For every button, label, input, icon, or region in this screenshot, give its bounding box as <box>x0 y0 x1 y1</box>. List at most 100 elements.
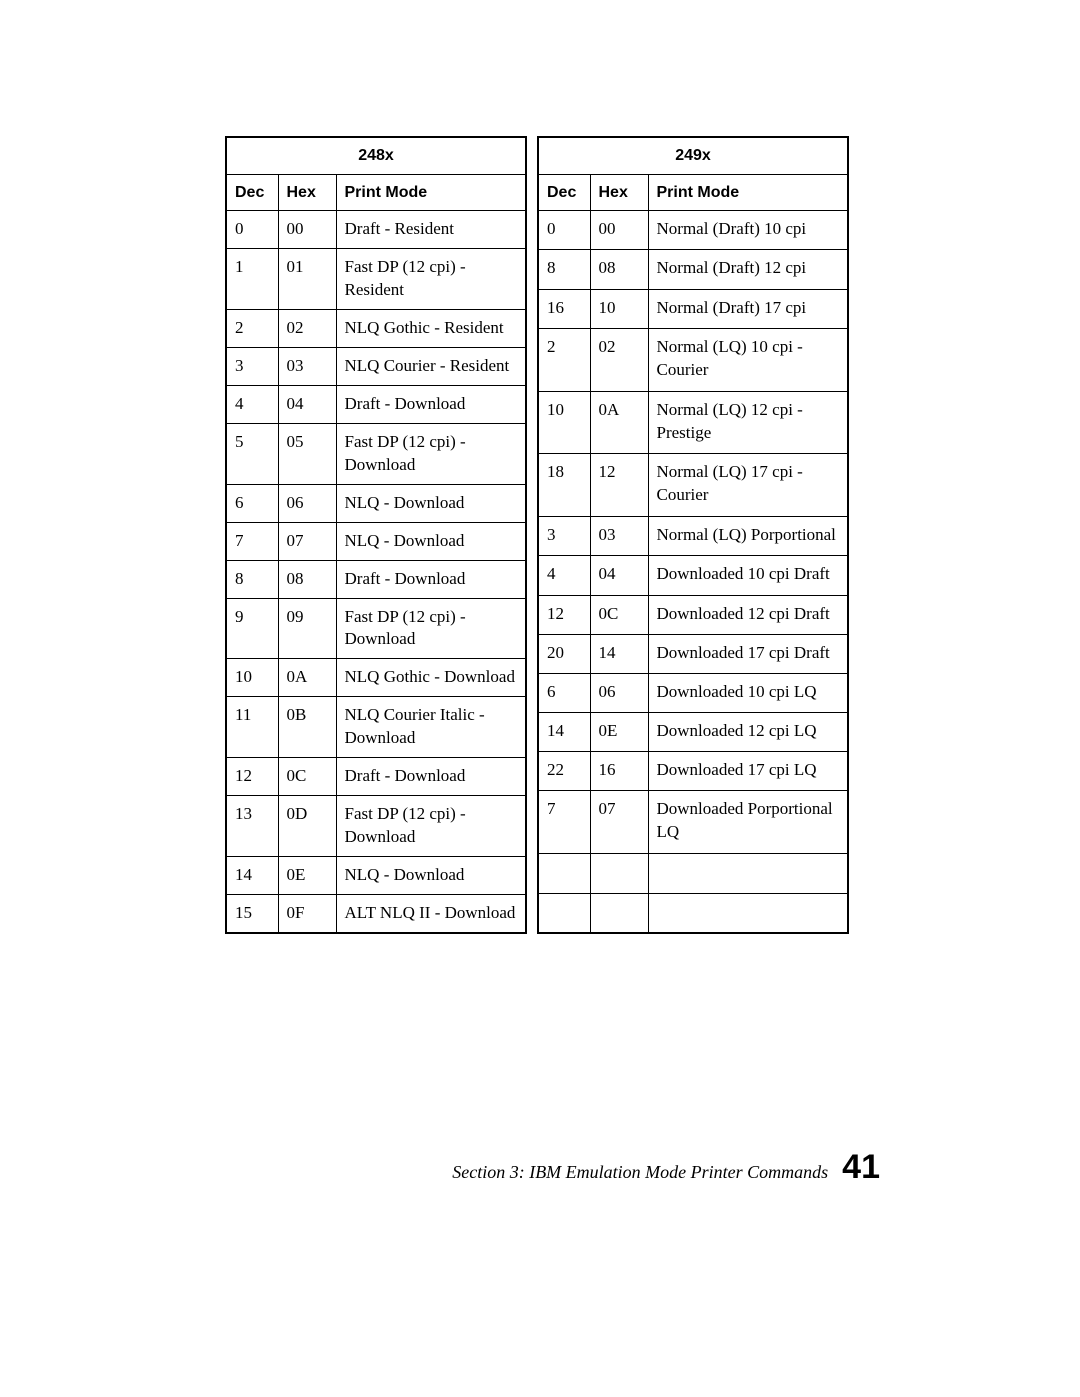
col-hex: Hex <box>278 174 336 211</box>
cell-hex: 09 <box>278 598 336 659</box>
cell-mode: ALT NLQ II - Download <box>336 894 526 932</box>
table-row: 100ANormal (LQ) 12 cpi - Prestige <box>538 391 848 454</box>
cell-mode: NLQ Courier Italic - Download <box>336 697 526 758</box>
cell-hex: 02 <box>590 328 648 391</box>
cell-hex: 10 <box>590 289 648 328</box>
cell-mode: Normal (LQ) 12 cpi - Prestige <box>648 391 848 454</box>
cell-dec: 3 <box>538 517 590 556</box>
cell-hex: 04 <box>590 556 648 595</box>
cell-mode: Fast DP (12 cpi) - Download <box>336 423 526 484</box>
table-row: 2014Downloaded 17 cpi Draft <box>538 634 848 673</box>
cell-dec: 9 <box>226 598 278 659</box>
table-248x: 248x Dec Hex Print Mode 000Draft - Resid… <box>225 136 527 934</box>
table-row: 303NLQ Courier - Resident <box>226 347 526 385</box>
table-row: 505Fast DP (12 cpi) - Download <box>226 423 526 484</box>
cell-dec: 8 <box>538 250 590 289</box>
cell-hex: 0F <box>278 894 336 932</box>
group-header-248x: 248x <box>226 137 526 174</box>
cell-dec: 3 <box>226 347 278 385</box>
cell-hex: 0E <box>590 713 648 752</box>
col-dec: Dec <box>226 174 278 211</box>
cell-hex: 07 <box>278 522 336 560</box>
cell-mode: NLQ - Download <box>336 857 526 895</box>
cell-dec: 18 <box>538 454 590 517</box>
table-row: 606Downloaded 10 cpi LQ <box>538 673 848 712</box>
cell-dec: 4 <box>226 385 278 423</box>
cell-mode: Normal (Draft) 17 cpi <box>648 289 848 328</box>
cell-dec: 2 <box>538 328 590 391</box>
cell-mode: Fast DP (12 cpi) - Resident <box>336 249 526 310</box>
cell-mode: NLQ - Download <box>336 522 526 560</box>
table-row: 100ANLQ Gothic - Download <box>226 659 526 697</box>
cell-mode: Draft - Download <box>336 385 526 423</box>
group-header-249x: 249x <box>538 137 848 174</box>
cell-mode: Downloaded 17 cpi Draft <box>648 634 848 673</box>
cell-dec: 15 <box>226 894 278 932</box>
table-group-header-row: 248x <box>226 137 526 174</box>
cell-hex: 0A <box>590 391 648 454</box>
col-hex: Hex <box>590 174 648 211</box>
table-row: 404Draft - Download <box>226 385 526 423</box>
table-row: 1812Normal (LQ) 17 cpi - Courier <box>538 454 848 517</box>
cell-dec: 20 <box>538 634 590 673</box>
table-row: 2216Downloaded 17 cpi LQ <box>538 752 848 791</box>
cell-hex: 03 <box>590 517 648 556</box>
cell-dec: 8 <box>226 560 278 598</box>
cell-hex: 16 <box>590 752 648 791</box>
cell-mode: Downloaded 10 cpi Draft <box>648 556 848 595</box>
cell-hex <box>590 893 648 933</box>
table-row: 000Normal (Draft) 10 cpi <box>538 211 848 250</box>
table-row: 202Normal (LQ) 10 cpi - Courier <box>538 328 848 391</box>
cell-mode: Downloaded 10 cpi LQ <box>648 673 848 712</box>
cell-hex <box>590 854 648 893</box>
cell-dec: 16 <box>538 289 590 328</box>
cell-mode: Draft - Resident <box>336 211 526 249</box>
cell-mode <box>648 854 848 893</box>
cell-hex: 08 <box>278 560 336 598</box>
table-row: 110BNLQ Courier Italic - Download <box>226 697 526 758</box>
cell-hex: 03 <box>278 347 336 385</box>
table-row <box>538 854 848 893</box>
table-row: 1610Normal (Draft) 17 cpi <box>538 289 848 328</box>
cell-mode: NLQ - Download <box>336 484 526 522</box>
table-row: 909Fast DP (12 cpi) - Download <box>226 598 526 659</box>
cell-dec: 14 <box>226 857 278 895</box>
table-row: 808Draft - Download <box>226 560 526 598</box>
table-row: 140EDownloaded 12 cpi LQ <box>538 713 848 752</box>
cell-mode: Downloaded Porportional LQ <box>648 791 848 854</box>
cell-mode: Draft - Download <box>336 560 526 598</box>
cell-hex: 00 <box>590 211 648 250</box>
cell-hex: 0C <box>278 758 336 796</box>
page: 248x Dec Hex Print Mode 000Draft - Resid… <box>0 0 1080 1397</box>
table-row: 150FALT NLQ II - Download <box>226 894 526 932</box>
cell-hex: 04 <box>278 385 336 423</box>
cell-mode: Normal (LQ) 17 cpi - Courier <box>648 454 848 517</box>
footer-page-number: 41 <box>842 1148 880 1187</box>
cell-mode: Downloaded 17 cpi LQ <box>648 752 848 791</box>
cell-mode: Normal (Draft) 10 cpi <box>648 211 848 250</box>
cell-hex: 05 <box>278 423 336 484</box>
cell-dec: 12 <box>538 595 590 634</box>
cell-dec <box>538 854 590 893</box>
cell-dec: 4 <box>538 556 590 595</box>
table-column-header-row: Dec Hex Print Mode <box>538 174 848 211</box>
col-mode: Print Mode <box>648 174 848 211</box>
col-dec: Dec <box>538 174 590 211</box>
cell-hex: 08 <box>590 250 648 289</box>
cell-dec: 10 <box>538 391 590 454</box>
page-footer: Section 3: IBM Emulation Mode Printer Co… <box>452 1148 880 1187</box>
cell-mode: NLQ Gothic - Resident <box>336 310 526 348</box>
cell-hex: 0A <box>278 659 336 697</box>
cell-dec: 7 <box>226 522 278 560</box>
cell-dec: 6 <box>538 673 590 712</box>
cell-mode: Downloaded 12 cpi LQ <box>648 713 848 752</box>
cell-dec: 2 <box>226 310 278 348</box>
table-row: 707Downloaded Porportional LQ <box>538 791 848 854</box>
table-row: 120CDraft - Download <box>226 758 526 796</box>
table-row <box>538 893 848 933</box>
cell-mode: Normal (LQ) Porportional <box>648 517 848 556</box>
cell-dec: 6 <box>226 484 278 522</box>
cell-hex: 01 <box>278 249 336 310</box>
cell-hex: 0E <box>278 857 336 895</box>
cell-hex: 12 <box>590 454 648 517</box>
